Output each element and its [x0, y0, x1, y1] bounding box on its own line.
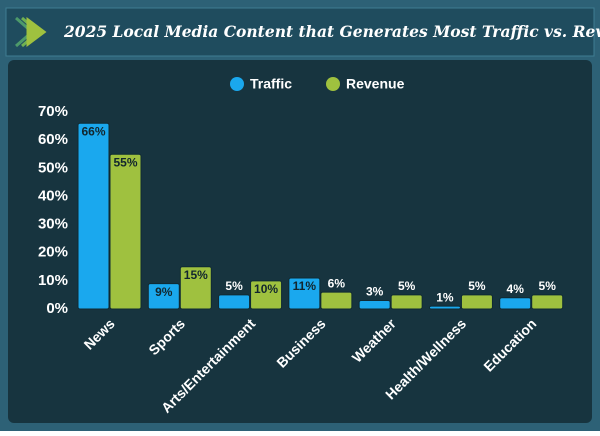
bar	[531, 294, 564, 310]
legend-swatch	[230, 77, 244, 91]
y-tick-label: 30%	[38, 216, 68, 233]
bar	[428, 305, 461, 310]
data-label: 11%	[293, 279, 317, 293]
bar	[77, 122, 110, 310]
data-label: 4%	[507, 282, 525, 296]
bar	[147, 283, 180, 310]
bar	[390, 294, 423, 310]
chart-title: 2025 Local Media Content that Generates …	[63, 22, 600, 41]
plot-panel	[8, 60, 592, 423]
data-label: 9%	[155, 285, 173, 299]
bar	[460, 294, 493, 310]
header-bar	[5, 7, 595, 57]
bar	[358, 300, 391, 310]
header-icon	[15, 16, 47, 48]
bar	[320, 291, 353, 310]
bar	[499, 297, 532, 310]
y-tick-label: 50%	[38, 159, 68, 176]
y-tick-label: 0%	[46, 300, 68, 317]
data-label: 5%	[468, 279, 486, 293]
data-label: 1%	[436, 290, 454, 304]
legend-label: Traffic	[250, 76, 292, 92]
data-label: 6%	[328, 276, 346, 290]
bar	[109, 153, 142, 310]
data-label: 10%	[254, 282, 278, 296]
data-label: 55%	[113, 155, 137, 169]
legend-label: Revenue	[346, 76, 405, 92]
legend-swatch	[326, 77, 340, 91]
data-label: 15%	[184, 268, 208, 282]
y-tick-label: 40%	[38, 187, 68, 204]
bar	[250, 280, 283, 310]
bar	[288, 277, 321, 310]
bar	[179, 266, 212, 310]
data-label: 3%	[366, 285, 384, 299]
y-tick-label: 10%	[38, 272, 68, 289]
data-label: 5%	[225, 279, 243, 293]
y-tick-label: 70%	[38, 103, 68, 120]
data-label: 66%	[81, 124, 105, 138]
y-tick-label: 60%	[38, 131, 68, 148]
data-label: 5%	[539, 279, 557, 293]
y-tick-label: 20%	[38, 244, 68, 261]
bar	[218, 294, 251, 310]
data-label: 5%	[398, 279, 416, 293]
